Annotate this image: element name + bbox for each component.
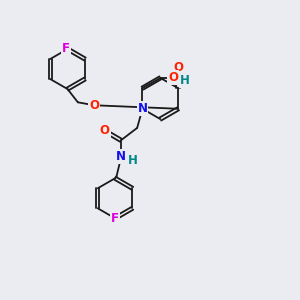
Text: O: O	[168, 71, 178, 84]
Text: O: O	[173, 61, 183, 74]
Text: F: F	[111, 212, 119, 225]
Text: O: O	[89, 99, 99, 112]
Text: H: H	[180, 74, 190, 87]
Text: F: F	[62, 42, 70, 55]
Text: O: O	[100, 124, 110, 137]
Text: N: N	[116, 150, 126, 163]
Text: N: N	[137, 102, 148, 115]
Text: H: H	[128, 154, 138, 167]
